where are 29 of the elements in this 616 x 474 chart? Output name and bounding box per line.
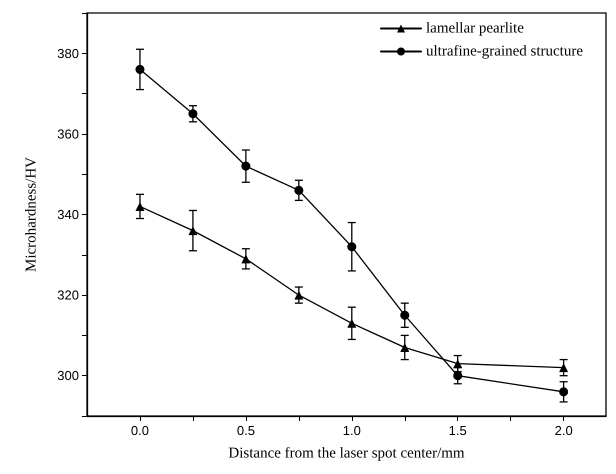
x-tick-label: 1.5 bbox=[448, 423, 467, 438]
y-tick-label: 380 bbox=[57, 46, 79, 61]
point bbox=[188, 226, 198, 236]
x-axis-title: Distance from the laser spot center/mm bbox=[228, 446, 465, 462]
y-tick-label: 360 bbox=[57, 126, 79, 142]
point bbox=[400, 310, 410, 320]
point bbox=[294, 290, 304, 300]
x-tick-label: 0.0 bbox=[130, 423, 149, 438]
legend-label: lamellar pearlite bbox=[426, 20, 524, 36]
point bbox=[294, 186, 304, 195]
legend-label: ultrafine-grained structure bbox=[426, 44, 584, 60]
point bbox=[188, 109, 198, 118]
y-tick-label: 320 bbox=[57, 288, 79, 303]
point bbox=[559, 387, 568, 396]
x-tick-label: 1.0 bbox=[342, 423, 361, 438]
point bbox=[559, 363, 568, 372]
x-tick-label: 2.0 bbox=[554, 423, 573, 438]
point bbox=[347, 318, 356, 328]
point bbox=[400, 342, 410, 352]
point bbox=[453, 371, 462, 380]
point bbox=[135, 64, 144, 74]
x-tick-label: 0.5 bbox=[236, 423, 255, 438]
point bbox=[241, 254, 250, 264]
y-axis-title: Microhardness/HV bbox=[24, 156, 40, 272]
y-tick-label: 300 bbox=[57, 368, 79, 384]
y-tick-label: 340 bbox=[57, 207, 79, 222]
point bbox=[453, 359, 462, 368]
point bbox=[241, 162, 250, 171]
point bbox=[347, 242, 356, 252]
